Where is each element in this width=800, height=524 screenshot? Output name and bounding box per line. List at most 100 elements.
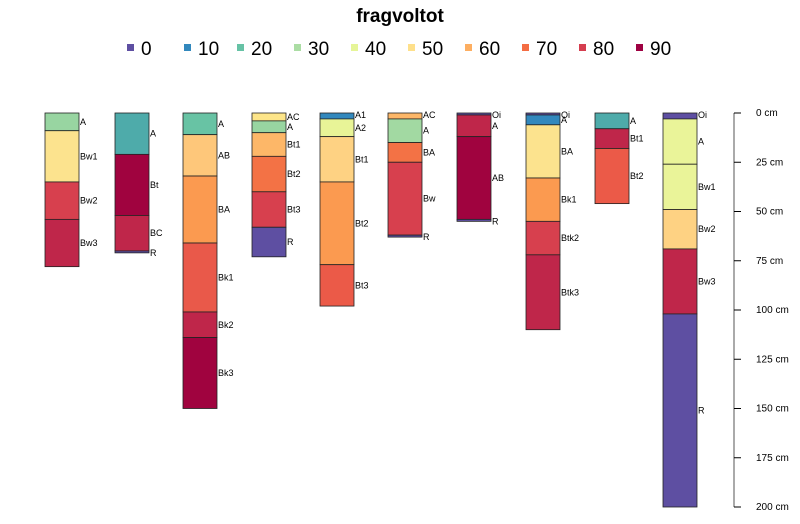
legend-swatch	[636, 44, 643, 51]
horizon-label: A	[698, 137, 704, 147]
legend-label: 60	[479, 39, 500, 60]
chart-title: fragvoltot	[356, 6, 444, 27]
horizon-label: AB	[218, 150, 230, 160]
soil-profile: A Bt BC R	[114, 112, 163, 258]
horizon	[319, 112, 355, 120]
horizon	[525, 254, 561, 331]
horizon-label: Bw2	[80, 196, 98, 206]
horizon-label: BA	[561, 146, 573, 156]
horizon	[525, 220, 561, 256]
soil-profile: A Bw1 Bw2 Bw3	[44, 112, 98, 268]
horizon	[251, 226, 287, 258]
legend-swatch	[294, 44, 301, 51]
legend-entry: 50	[408, 39, 443, 60]
horizon	[594, 148, 630, 205]
horizon	[251, 132, 287, 157]
horizon-label: Bw	[423, 194, 436, 204]
horizon	[387, 118, 423, 143]
horizon	[182, 242, 218, 313]
legend-label: 80	[593, 39, 614, 60]
horizon-label: Btk2	[561, 233, 579, 243]
legend-swatch	[522, 44, 529, 51]
horizon-label: R	[150, 248, 157, 258]
legend-swatch	[465, 44, 472, 51]
horizon-label: Bt	[150, 180, 159, 190]
axis-tick-label: 0 cm	[756, 108, 778, 119]
legend: 0 10 20 30 40 50 60 70 80 90	[127, 39, 671, 60]
horizon-label: Bt3	[287, 205, 301, 215]
horizon	[182, 112, 218, 136]
legend-label: 40	[365, 39, 386, 60]
horizon-label: A2	[355, 123, 366, 133]
horizon-label: A	[423, 126, 429, 136]
horizon-label: Bk2	[218, 320, 234, 330]
soil-profile: A1 A2 Bt1 Bt2 Bt3	[319, 110, 369, 307]
axis-tick-label: 100 cm	[756, 305, 789, 316]
horizon	[662, 209, 698, 250]
horizon-label: R	[492, 216, 499, 226]
horizon-label: Bw1	[80, 151, 98, 161]
legend-label: 20	[251, 39, 272, 60]
legend-entry: 90	[636, 39, 671, 60]
soil-profile: A Bt1 Bt2	[594, 112, 644, 205]
horizon-label: Oi	[698, 110, 707, 120]
horizon	[525, 177, 561, 222]
horizon	[319, 264, 355, 307]
legend-label: 30	[308, 39, 329, 60]
legend-entry: 70	[522, 39, 557, 60]
horizon	[182, 134, 218, 177]
horizon-label: Bt3	[355, 280, 369, 290]
horizon-label: Bt2	[287, 169, 301, 179]
horizon-label: R	[287, 237, 294, 247]
soil-profile: OiA AB R	[456, 110, 504, 226]
axis-tick-label: 75 cm	[756, 256, 783, 267]
legend-label: 90	[650, 39, 671, 60]
horizon	[319, 136, 355, 183]
horizon	[182, 175, 218, 244]
soil-profile: ACA Bt1 Bt2 Bt3 R	[251, 112, 301, 258]
horizon-label: Bt1	[287, 140, 301, 150]
horizon-label: A	[561, 115, 567, 125]
horizon	[387, 161, 423, 236]
horizon-label: Bw3	[698, 276, 716, 286]
axis-tick-label: 50 cm	[756, 207, 783, 218]
horizon-label: Oi	[492, 110, 501, 120]
horizon	[44, 112, 80, 132]
horizon-label: AC	[287, 112, 300, 122]
horizon	[44, 130, 80, 183]
legend-swatch	[237, 44, 244, 51]
horizon-label: A	[492, 121, 498, 131]
legend-swatch	[579, 44, 586, 51]
depth-axis: 0 cm 25 cm 50 cm 75 cm 100 cm 125 cm 150 cm 175…	[733, 108, 789, 513]
legend-label: 0	[141, 39, 152, 60]
profiles: ABw1Bw2Bw3ABtBCRAABBABk1Bk2Bk3ACABt1Bt2B…	[44, 110, 716, 508]
horizon-label: Bt1	[355, 154, 369, 164]
horizon-label: Bt2	[630, 171, 644, 181]
horizon	[525, 124, 561, 179]
horizon	[387, 234, 423, 238]
horizon-label: BA	[423, 147, 435, 157]
horizon	[251, 120, 287, 134]
horizon	[182, 337, 218, 409]
legend-swatch	[351, 44, 358, 51]
horizon	[594, 112, 630, 130]
horizon	[662, 112, 698, 120]
soil-profile: AC A BA Bw R	[387, 110, 436, 242]
horizon-label: Bw3	[80, 238, 98, 248]
horizon	[456, 114, 492, 138]
legend-label: 70	[536, 39, 557, 60]
horizon	[662, 163, 698, 210]
horizon	[114, 153, 150, 216]
legend-label: 10	[198, 39, 219, 60]
soil-profile: OiA BA Bk1 Btk2 Btk3	[525, 110, 579, 331]
legend-entry: 30	[294, 39, 329, 60]
horizon	[251, 112, 287, 122]
legend-swatch	[184, 44, 191, 51]
horizon-label: Bk1	[218, 272, 234, 282]
legend-entry: 60	[465, 39, 500, 60]
horizon	[319, 181, 355, 266]
horizon-label: BC	[150, 228, 163, 238]
axis-tick-label: 200 cm	[756, 502, 789, 513]
horizon-label: R	[698, 405, 705, 415]
